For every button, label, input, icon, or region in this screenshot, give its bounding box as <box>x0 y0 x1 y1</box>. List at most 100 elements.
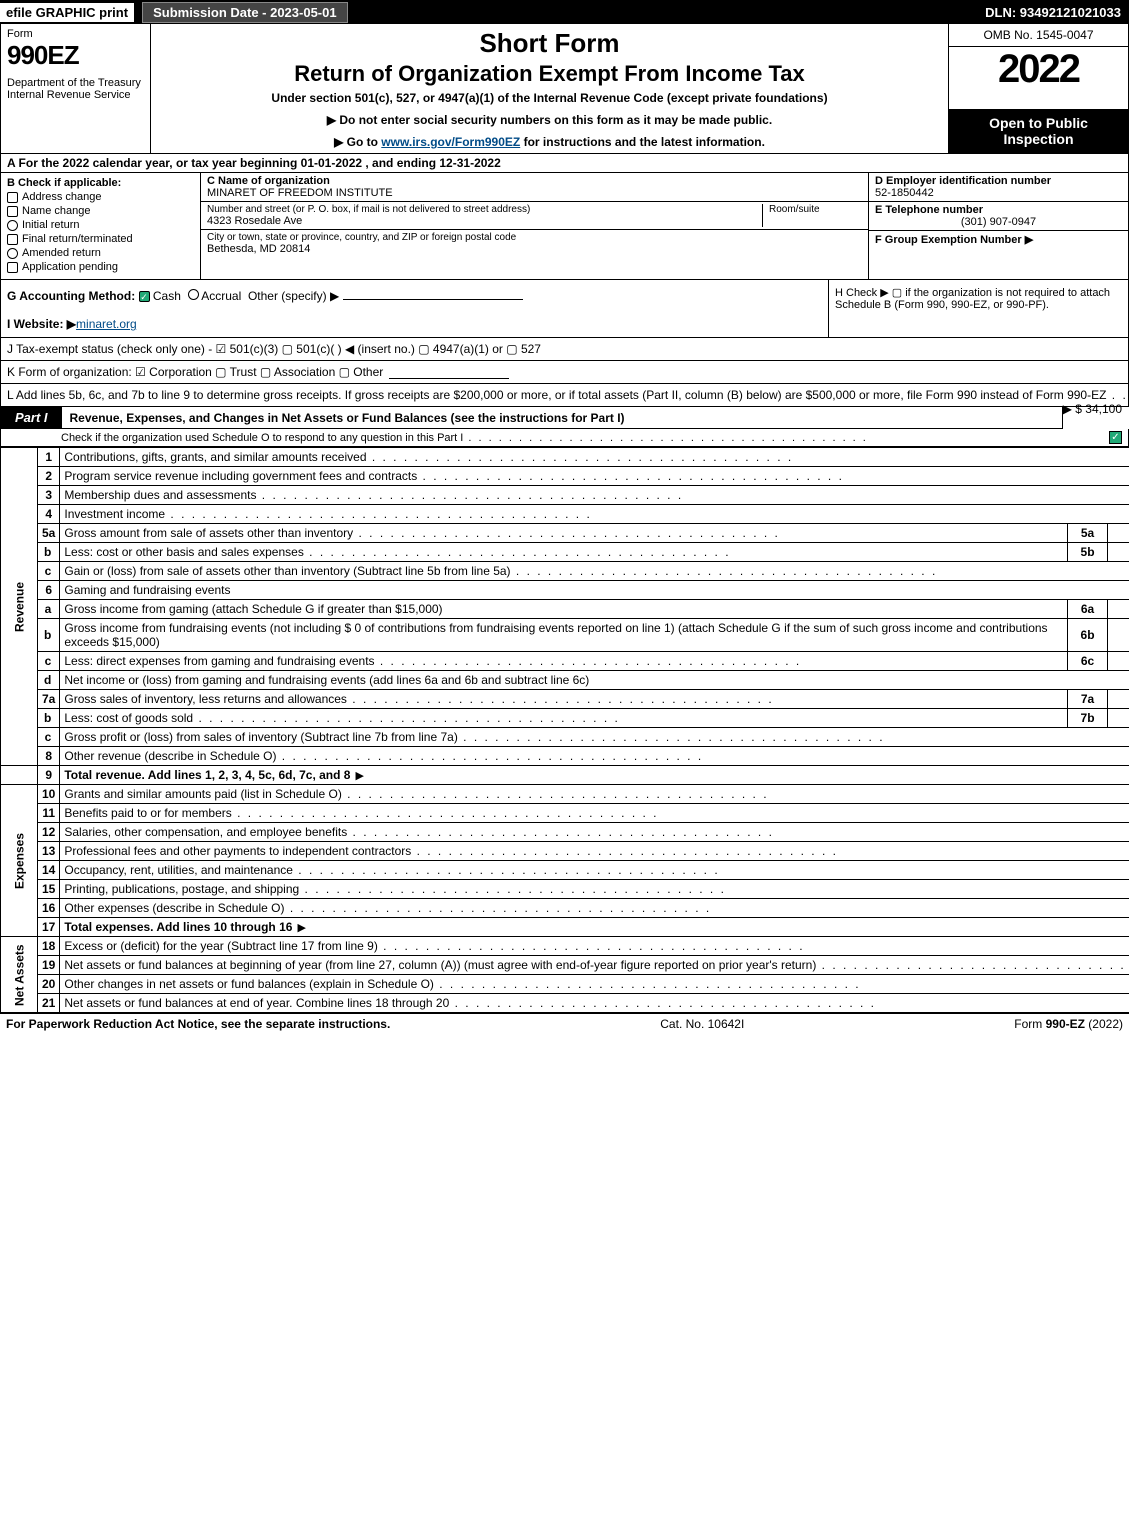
r5c-d: Gain or (loss) from sale of assets other… <box>60 562 1129 581</box>
r5b-iv: 15,953 <box>1108 543 1129 562</box>
phone-value: (301) 907-0947 <box>875 216 1122 228</box>
line-j: J Tax-exempt status (check only one) - ☑… <box>0 338 1129 361</box>
check-final-return[interactable] <box>7 234 18 245</box>
ein-value: 52-1850442 <box>875 187 1122 199</box>
form-number: 990EZ <box>7 40 144 71</box>
row-6d: d Net income or (loss) from gaming and f… <box>1 671 1129 690</box>
part-i-tab: Part I <box>1 407 62 428</box>
row-21: 21Net assets or fund balances at end of … <box>1 994 1129 1013</box>
check-cash[interactable]: ✓ <box>139 291 150 302</box>
g-other: Other (specify) ▶ <box>248 289 339 303</box>
line-a-text: A For the 2022 calendar year, or tax yea… <box>7 156 501 170</box>
omb-number: OMB No. 1545-0047 <box>949 24 1128 47</box>
b-item-1: Name change <box>22 205 91 217</box>
r4-d: Investment income <box>60 505 1129 524</box>
r7a-in: 7a <box>1068 690 1108 709</box>
r6a-in: 6a <box>1068 600 1108 619</box>
r18-d: Excess or (deficit) for the year (Subtra… <box>60 937 1129 956</box>
org-street: 4323 Rosedale Ave <box>207 215 762 227</box>
part-i-title-text: Revenue, Expenses, and Changes in Net As… <box>70 411 625 425</box>
city-label: City or town, state or province, country… <box>207 232 862 243</box>
page-footer: For Paperwork Reduction Act Notice, see … <box>0 1013 1129 1034</box>
e-label: E Telephone number <box>875 204 1122 216</box>
footer-left: For Paperwork Reduction Act Notice, see … <box>6 1017 390 1031</box>
g-cash: Cash <box>153 289 181 303</box>
under-section: Under section 501(c), 527, or 4947(a)(1)… <box>161 91 938 105</box>
check-initial-return[interactable] <box>7 220 18 231</box>
part-i-header: Part I Revenue, Expenses, and Changes in… <box>0 407 1063 429</box>
dln-label: DLN: 93492121021033 <box>985 5 1129 20</box>
row-4: 4 Investment income 4 277 <box>1 505 1129 524</box>
r6b-d: Gross income from fundraising events (no… <box>60 619 1068 652</box>
check-accrual[interactable] <box>188 289 199 300</box>
line-g: G Accounting Method: ✓ Cash Accrual Othe… <box>1 280 828 337</box>
r10-d: Grants and similar amounts paid (list in… <box>60 785 1129 804</box>
efile-print-label[interactable]: efile GRAPHIC print <box>0 3 134 22</box>
row-14: 14Occupancy, rent, utilities, and mainte… <box>1 861 1129 880</box>
row-2: 2 Program service revenue including gove… <box>1 467 1129 486</box>
r21-n: 21 <box>38 994 60 1013</box>
r10-n: 10 <box>38 785 60 804</box>
schedule-o-text: Check if the organization used Schedule … <box>61 432 868 444</box>
r6b-iv: 0 <box>1108 619 1129 652</box>
g-other-blank[interactable] <box>343 286 523 300</box>
r6-n: 6 <box>38 581 60 600</box>
r20-n: 20 <box>38 975 60 994</box>
check-name-change[interactable] <box>7 206 18 217</box>
r6c-n: c <box>38 652 60 671</box>
r5b-in: 5b <box>1068 543 1108 562</box>
r5b-n: b <box>38 543 60 562</box>
r9-d-text: Total revenue. Add lines 1, 2, 3, 4, 5c,… <box>64 768 350 782</box>
footer-right: Form 990-EZ (2022) <box>1014 1017 1123 1031</box>
expenses-vlabel: Expenses <box>1 785 38 937</box>
check-address-change[interactable] <box>7 192 18 203</box>
r5b-d: Less: cost or other basis and sales expe… <box>60 543 1068 562</box>
r6a-n: a <box>38 600 60 619</box>
r19-d: Net assets or fund balances at beginning… <box>60 956 1129 975</box>
l-text: L Add lines 5b, 6c, and 7b to line 9 to … <box>7 388 1129 402</box>
r7b-n: b <box>38 709 60 728</box>
r15-d: Printing, publications, postage, and shi… <box>60 880 1129 899</box>
r14-d: Occupancy, rent, utilities, and maintena… <box>60 861 1129 880</box>
g-accrual: Accrual <box>201 289 241 303</box>
header-center: Short Form Return of Organization Exempt… <box>151 24 948 153</box>
check-amended-return[interactable] <box>7 248 18 259</box>
r7b-d: Less: cost of goods sold <box>60 709 1068 728</box>
row-5a: 5a Gross amount from sale of assets othe… <box>1 524 1129 543</box>
street-label: Number and street (or P. O. box, if mail… <box>207 204 762 215</box>
goto-link[interactable]: www.irs.gov/Form990EZ <box>381 135 520 149</box>
r3-d: Membership dues and assessments <box>60 486 1129 505</box>
r6a-d: Gross income from gaming (attach Schedul… <box>60 600 1068 619</box>
row-6: 6 Gaming and fundraising events <box>1 581 1129 600</box>
r1-d: Contributions, gifts, grants, and simila… <box>60 448 1129 467</box>
r11-n: 11 <box>38 804 60 823</box>
r16-d: Other expenses (describe in Schedule O) <box>60 899 1129 918</box>
dept-label: Department of the Treasury Internal Reve… <box>7 77 144 101</box>
r6a-iv: 0 <box>1108 600 1129 619</box>
website-link[interactable]: minaret.org <box>76 317 137 331</box>
r7b-in: 7b <box>1068 709 1108 728</box>
r16-n: 16 <box>38 899 60 918</box>
room-label: Room/suite <box>769 204 862 215</box>
line-gh: G Accounting Method: ✓ Cash Accrual Othe… <box>0 280 1129 338</box>
schedule-o-checkbox[interactable]: ✓ <box>1109 431 1122 444</box>
row-11: 11Benefits paid to or for members110 <box>1 804 1129 823</box>
k-other-blank[interactable] <box>389 365 509 379</box>
b-item-2: Initial return <box>22 219 79 231</box>
r6b-n: b <box>38 619 60 652</box>
r12-n: 12 <box>38 823 60 842</box>
row-1: Revenue 1 Contributions, gifts, grants, … <box>1 448 1129 467</box>
r7c-d: Gross profit or (loss) from sales of inv… <box>60 728 1129 747</box>
r2-d: Program service revenue including govern… <box>60 467 1129 486</box>
r3-n: 3 <box>38 486 60 505</box>
netassets-vlabel: Net Assets <box>1 937 38 1013</box>
row-5b: b Less: cost or other basis and sales ex… <box>1 543 1129 562</box>
f-label: F Group Exemption Number ▶ <box>875 233 1122 246</box>
check-application-pending[interactable] <box>7 262 18 273</box>
r12-d: Salaries, other compensation, and employ… <box>60 823 1129 842</box>
row-6a: a Gross income from gaming (attach Sched… <box>1 600 1129 619</box>
r20-d: Other changes in net assets or fund bala… <box>60 975 1129 994</box>
r6-d: Gaming and fundraising events <box>60 581 1129 600</box>
schedule-o-line: Check if the organization used Schedule … <box>0 429 1129 447</box>
row-17: 17Total expenses. Add lines 10 through 1… <box>1 918 1129 937</box>
